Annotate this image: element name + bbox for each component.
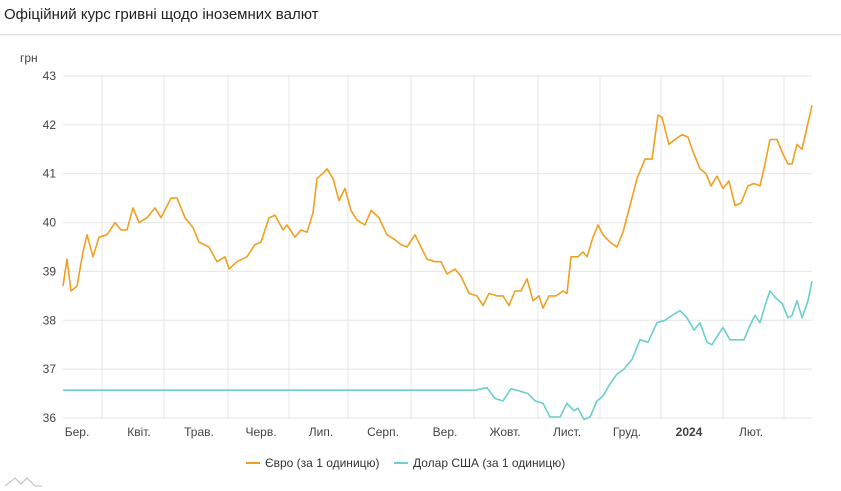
x-tick-label: Лист. [553, 425, 581, 439]
x-tick-label: Трав. [184, 425, 214, 439]
legend-label: Долар США (за 1 одиницю) [413, 456, 565, 470]
x-tick-label: Бер. [65, 425, 90, 439]
series-line-euro [62, 105, 813, 309]
x-tick-label: Груд. [613, 425, 641, 439]
x-tick-label: Лип. [309, 425, 333, 439]
legend: Євро (за 1 одиницю) Долар США (за 1 одини… [246, 456, 565, 470]
y-axis-unit-label: грн [20, 51, 38, 65]
y-tick-label: 38 [43, 313, 57, 327]
title-divider [0, 34, 841, 35]
x-tick-label: Лют. [739, 425, 763, 439]
series-line-usd [63, 281, 813, 421]
y-tick-label: 39 [43, 264, 57, 278]
y-tick-label: 40 [43, 216, 57, 230]
x-tick-label: Жовт. [489, 425, 520, 439]
x-tick-label: Вер. [433, 425, 458, 439]
y-tick-label: 41 [43, 167, 57, 181]
legend-label: Євро (за 1 одиницю) [265, 456, 380, 470]
y-tick-label: 43 [43, 69, 57, 83]
x-tick-label: Черв. [245, 425, 276, 439]
x-tick-label: Серп. [367, 425, 399, 439]
x-tick-label: 2024 [676, 425, 703, 439]
page-title: Офіційний курс гривні щодо іноземних вал… [4, 6, 319, 23]
y-tick-label: 36 [43, 411, 57, 425]
y-tick-label: 42 [43, 118, 57, 132]
chart-logo-icon [4, 477, 42, 487]
y-tick-label: 37 [43, 362, 57, 376]
x-tick-label: Квіт. [127, 425, 151, 439]
